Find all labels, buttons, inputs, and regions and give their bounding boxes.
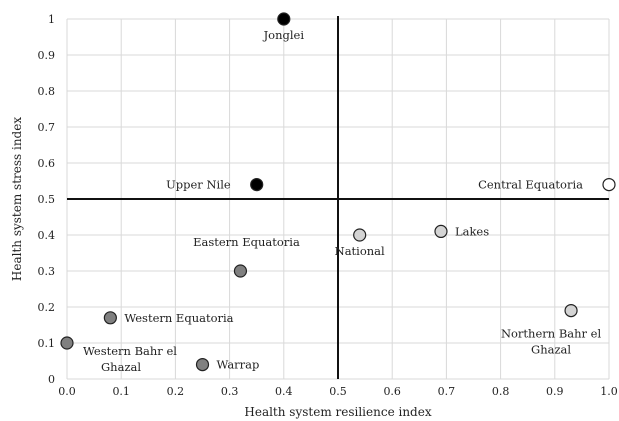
label-lakes: Lakes xyxy=(455,224,489,238)
y-tick-label: 0.2 xyxy=(38,301,56,314)
y-tick-label: 0.5 xyxy=(38,193,56,206)
x-tick-label: 0.3 xyxy=(221,385,239,398)
point-western-equatoria xyxy=(103,311,117,325)
data-labels: Jonglei Upper Nile Central Equatoria Easter… xyxy=(83,28,601,374)
x-tick-label: 0.4 xyxy=(275,385,293,398)
x-tick-label: 0.5 xyxy=(329,385,347,398)
point-warrap xyxy=(195,358,210,372)
label-western-bahr-el-ghazal: Western Bahr el Ghazal xyxy=(83,344,177,374)
x-tick-label: 0.7 xyxy=(438,385,456,398)
label-warrap: Warrap xyxy=(217,358,260,372)
x-tick-label: 0.6 xyxy=(383,385,401,398)
label-national: National xyxy=(335,244,385,258)
label-eastern-equatoria: Eastern Equatoria xyxy=(193,235,300,249)
y-tick-label: 0 xyxy=(48,373,55,386)
label-jonglei: Jonglei xyxy=(263,28,305,42)
point-national xyxy=(353,228,367,242)
label-upper-nile: Upper Nile xyxy=(166,178,231,192)
x-tick-label: 0.8 xyxy=(492,385,510,398)
x-tick-label: 0.1 xyxy=(112,385,130,398)
point-western-bahr-el-ghazal xyxy=(60,336,74,350)
y-axis-title: Health system stress index xyxy=(10,117,24,281)
y-tick-label: 0.8 xyxy=(38,85,56,98)
y-tick-label: 0.6 xyxy=(38,157,56,170)
y-tick-label: 0.4 xyxy=(38,229,56,242)
y-tick-label: 0.3 xyxy=(38,265,56,278)
x-tick-label: 0.0 xyxy=(58,385,76,398)
x-tick-label: 1.0 xyxy=(600,385,618,398)
data-points xyxy=(60,12,616,372)
quadrant-reference-lines xyxy=(67,16,609,379)
point-lakes xyxy=(434,224,448,238)
axis-ticks: 0.0 0.1 0.2 0.3 0.4 0.5 0.6 0.7 0.8 0.9 1.0 0 0.1 0.2… xyxy=(38,13,618,398)
x-axis-title: Health system resilience index xyxy=(244,405,431,419)
y-tick-label: 0.9 xyxy=(38,49,56,62)
y-tick-label: 0.7 xyxy=(38,121,56,134)
x-tick-label: 0.2 xyxy=(167,385,185,398)
label-western-equatoria: Western Equatoria xyxy=(124,311,233,325)
label-northern-bahr-el-ghazal: Northern Bahr el Ghazal xyxy=(501,327,602,357)
y-tick-label: 1 xyxy=(48,13,55,26)
point-upper-nile xyxy=(250,178,264,192)
point-central-equatoria xyxy=(602,178,616,192)
point-eastern-equatoria xyxy=(233,264,248,278)
point-jonglei xyxy=(277,12,291,26)
y-tick-label: 0.1 xyxy=(38,337,56,350)
x-tick-label: 0.9 xyxy=(546,385,564,398)
point-northern-bahr-el-ghazal xyxy=(564,304,578,318)
label-central-equatoria: Central Equatoria xyxy=(478,178,583,192)
